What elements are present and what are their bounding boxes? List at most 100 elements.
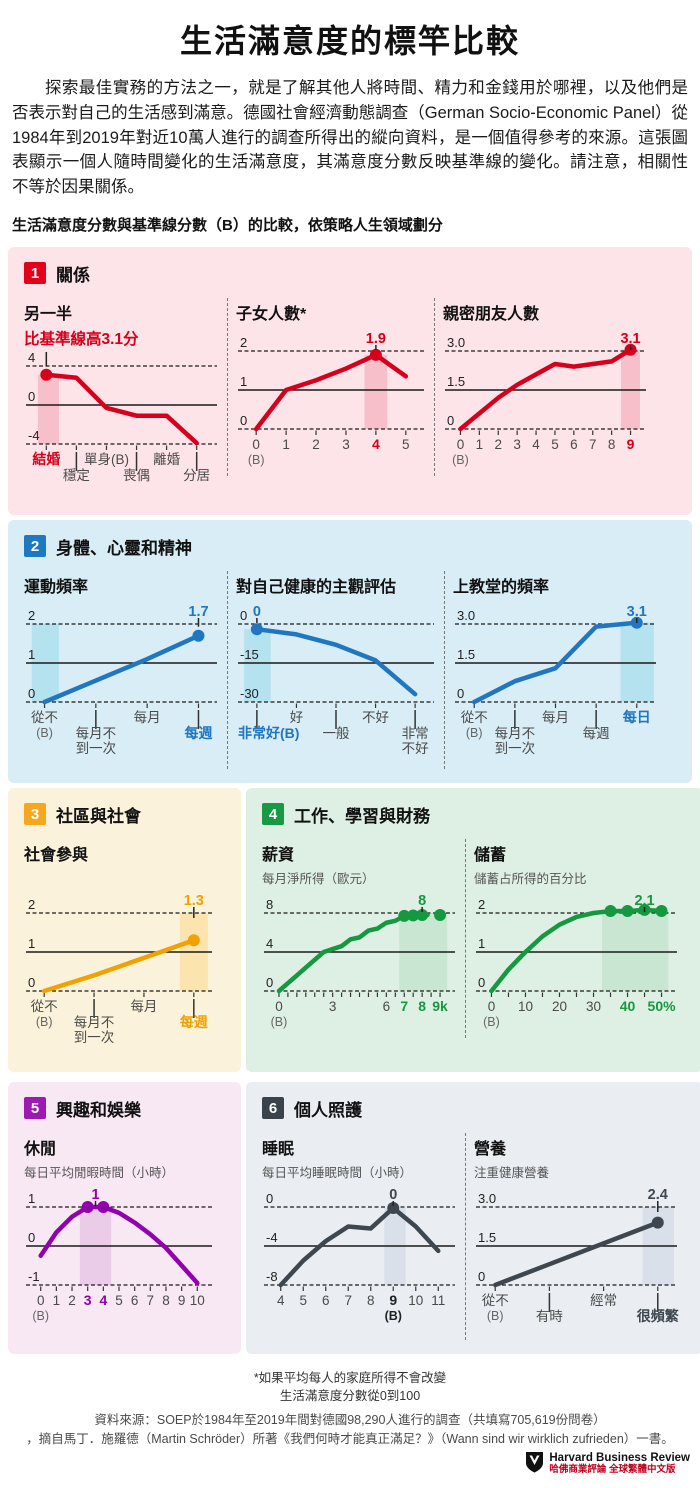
svg-text:3: 3 [329,999,337,1014]
svg-text:(B): (B) [36,1015,53,1029]
svg-text:2: 2 [240,335,247,350]
hbr-logo-text-zh: 哈佛商業評論 全球繁體中文版 [549,1464,676,1476]
svg-text:6: 6 [131,1293,139,1308]
svg-text:7: 7 [589,437,597,452]
svg-text:2.1: 2.1 [634,893,654,909]
section-title: 工作、學習與財務 [294,806,430,826]
svg-text:(B): (B) [483,1015,500,1029]
chart-subtitle: 每月淨所得（歐元） [262,871,375,886]
chart-title: 另一半 [24,305,73,323]
section-number-badge: 5 [24,1097,46,1120]
svg-text:10: 10 [518,999,533,1014]
svg-text:每月: 每月 [542,710,569,725]
svg-text:-30: -30 [240,686,259,701]
section-header: 2 身體、心靈和精神 [24,534,676,559]
sections-row: 5 興趣和娛樂 休閒 每日平均閒暇時間（小時） 1 0 -1 0 (B) 1 2 3 4 5 6 7 8… [8,1081,700,1359]
section-number-badge: 6 [262,1097,284,1120]
svg-text:(B): (B) [271,1015,288,1029]
section-hobbies-entertainment: 5 興趣和娛樂 休閒 每日平均閒暇時間（小時） 1 0 -1 0 (B) 1 2 3 4 5 6 7 8… [8,1081,241,1354]
svg-text:2: 2 [28,897,35,912]
section-number-badge: 3 [24,803,46,826]
svg-text:9: 9 [627,436,635,452]
section-number-badge: 2 [24,535,46,558]
chart-subtitle [24,868,214,887]
svg-text:5: 5 [551,437,559,452]
svg-text:(B): (B) [32,1309,49,1323]
svg-text:離婚: 離婚 [153,452,180,467]
footnote-household-income: *如果平均每人的家庭所得不會改變 [253,1370,447,1385]
svg-text:每月不: 每月不 [74,1015,115,1030]
svg-text:1.3: 1.3 [184,893,204,909]
svg-text:有時: 有時 [536,1309,563,1324]
svg-text:每週: 每週 [583,726,610,741]
section-title: 社區與社會 [56,806,141,826]
salary-line-chart: 8 4 0 0 (B) 3 6 7 8 9k 8 [262,889,457,1038]
svg-text:4: 4 [277,1293,285,1308]
svg-text:(B): (B) [248,453,265,467]
charts-row: 薪資 每月淨所得（歐元） 8 4 0 0 (B) 3 6 7 8 9k 8 儲蓄 儲蓄占所得的百分比… [262,838,687,1038]
svg-text:1.7: 1.7 [188,604,208,620]
chart-exercise: 運動頻率 2 1 0 從不 (B) 每月不 到一次 每月 每週 1.7 [24,571,227,769]
svg-text:從不: 從不 [31,710,58,725]
leisure-line-chart: 1 0 -1 0 (B) 1 2 3 4 5 6 7 8 9 10 1 [24,1183,214,1332]
health-line-chart: 0 -15 -30 非常好(B) 好一般 不好 非常 不好 0 [236,600,436,769]
chart-salary: 薪資 每月淨所得（歐元） 8 4 0 0 (B) 3 6 7 8 9k 8 [262,839,465,1038]
section-number-badge: 1 [24,262,46,285]
chart-title: 儲蓄 [474,846,507,864]
svg-text:-4: -4 [28,428,40,443]
svg-text:(B): (B) [36,726,53,740]
section-header: 4 工作、學習與財務 [262,802,687,827]
source-line-2: ，摘自馬丁．施羅德（Martin Schröder）所著《我們何時才能真正滿足？… [26,1431,674,1446]
children-line-chart: 2 1 0 0 (B) 1 2 3 4 5 1.9 [236,327,426,476]
svg-text:每月: 每月 [130,999,157,1014]
chart-kicker: 生活滿意度分數與基準線分數（B）的比較，依策略人生領域劃分 [12,216,443,234]
svg-text:(B): (B) [487,1309,504,1323]
svg-text:1: 1 [282,437,290,452]
chart-subtitle: 每日平均睡眠時間（小時） [262,1165,413,1180]
chart-social-participation: 社會參與 2 1 0 從不 (B) 每月不 到一次 每月 每週 1.3 [24,839,222,1058]
svg-text:30: 30 [586,999,601,1014]
chart-title: 親密朋友人數 [443,305,540,323]
chart-health-assessment: 對自己健康的主觀評估 0 -15 -30 非常好(B) 好一般 不好 非常 不好 0 [227,570,444,769]
social-participation-line-chart: 2 1 0 從不 (B) 每月不 到一次 每月 每週 1.3 [24,889,214,1058]
chart-title: 運動頻率 [24,578,89,596]
svg-text:5: 5 [299,1293,307,1308]
chart-subtitle: 每日平均閒暇時間（小時） [24,1165,175,1180]
chart-partner: 另一半 比基準線高3.1分 4 0 -4 結婚 穩定 單身(B) 喪偶 離婚 分居 [24,298,227,501]
footnote-score-scale: 生活滿意度分數從0到100 [279,1388,421,1403]
svg-text:0: 0 [28,686,35,701]
svg-text:6: 6 [570,437,578,452]
section-header: 5 興趣和娛樂 [24,1096,225,1121]
chart-title: 薪資 [262,846,295,864]
svg-text:6: 6 [322,1293,330,1308]
svg-text:7: 7 [400,998,408,1014]
hbr-logo-text-en: Harvard Business Review [549,1451,690,1464]
svg-text:0: 0 [240,608,247,623]
svg-text:2: 2 [312,437,320,452]
chart-church: 上教堂的頻率 3.0 1.5 0 從不 (B) 每月不 到一次 每月 每週 每日 3.1 [444,570,666,769]
svg-text:4: 4 [266,936,273,951]
svg-text:0: 0 [478,1269,485,1284]
sections-row: 3 社區與社會 社會參與 2 1 0 從不 (B) 每月不 到一次 每月 每週 1.3 4 工作、… [8,787,700,1077]
svg-text:每月: 每月 [134,710,161,725]
svg-text:50%: 50% [648,998,677,1014]
svg-text:2: 2 [68,1293,76,1308]
svg-text:0: 0 [266,1191,273,1206]
chart-sleep: 睡眠 每日平均睡眠時間（小時） 0 -4 -8 4 5 6 7 8 9 (B) 10 11 0 [262,1133,465,1336]
section-title: 關係 [56,265,90,285]
section-title: 興趣和娛樂 [56,1100,141,1120]
chart-subtitle: 儲蓄占所得的百分比 [474,871,587,886]
svg-text:一般: 一般 [323,726,350,741]
svg-text:0: 0 [253,604,261,620]
svg-text:2: 2 [28,608,35,623]
svg-text:2: 2 [478,897,485,912]
svg-text:3.0: 3.0 [447,335,465,350]
svg-text:每月不: 每月不 [495,726,536,741]
section-relationships: 1 關係 另一半 比基準線高3.1分 4 0 -4 結婚 穩定 單身(B) 喪偶 離婚 分居 子… [8,246,692,515]
chart-title: 對自己健康的主觀評估 [236,578,397,596]
svg-text:每週: 每週 [184,725,212,741]
svg-text:1: 1 [91,1187,99,1203]
savings-line-chart: 2 1 0 0 (B) 10 20 30 40 50% 2.1 [474,889,679,1038]
intro-paragraph: 探索最佳實務的方法之一，就是了解其他人將時間、精力和金錢用於哪裡，以及他們是否表… [12,79,688,196]
svg-text:1: 1 [28,1191,35,1206]
